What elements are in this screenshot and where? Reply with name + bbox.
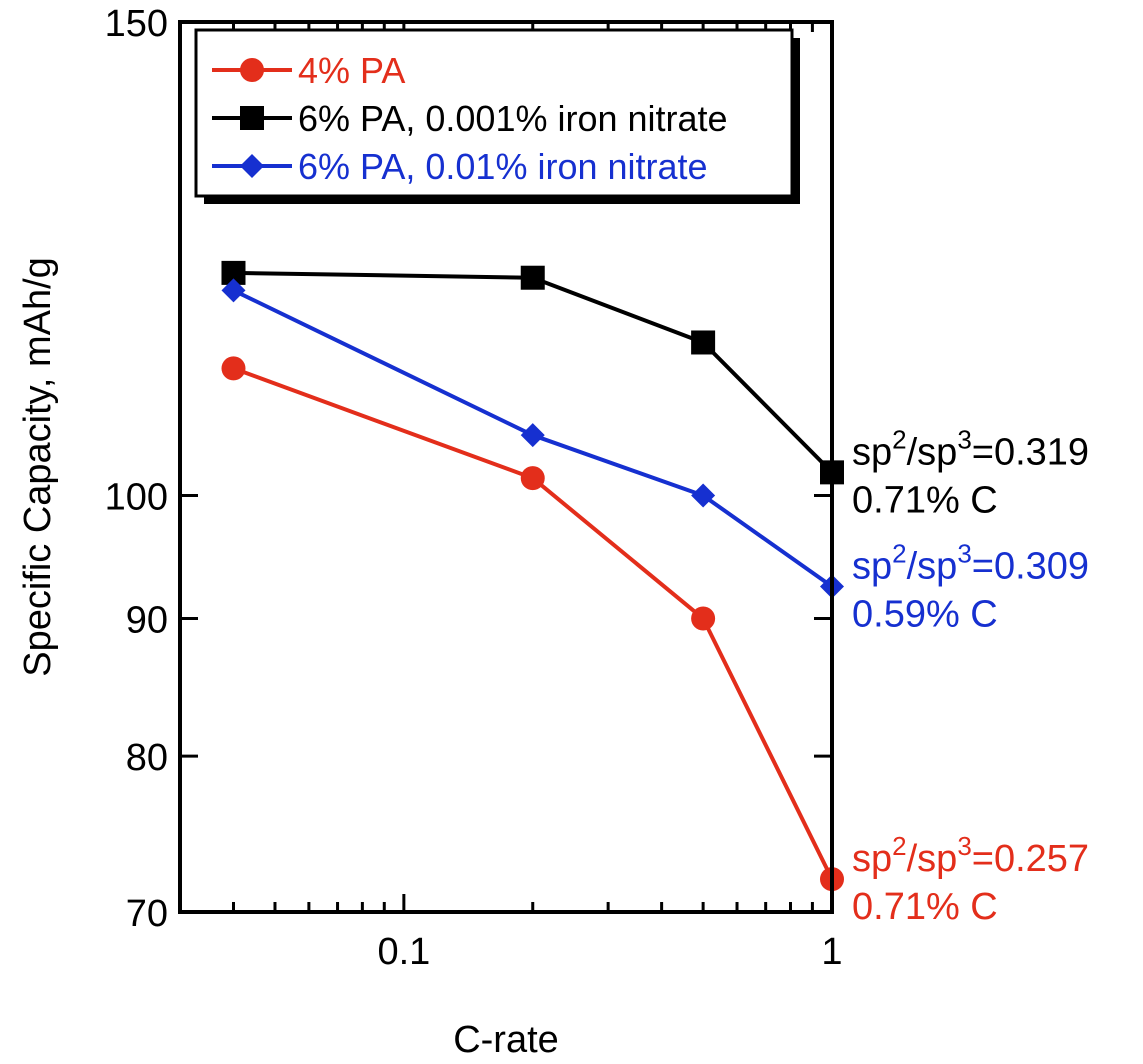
x-tick-label: 0.1 <box>377 931 430 973</box>
y-axis-label: Specific Capacity, mAh/g <box>17 257 59 677</box>
sp2-sp3-ratio-annotation: sp2/sp3=0.319 <box>852 424 1089 473</box>
y-tick-label: 150 <box>105 3 168 45</box>
carbon-content-annotation: 0.59% C <box>852 594 998 636</box>
superscript: 2 <box>892 831 906 861</box>
ratio-text: =0.309 <box>972 546 1089 588</box>
superscript: 2 <box>892 424 906 454</box>
superscript: 3 <box>957 831 971 861</box>
plot-frame <box>178 20 834 914</box>
data-point <box>691 606 716 631</box>
data-point <box>221 356 246 381</box>
ratio-text: /sp <box>907 431 958 473</box>
legend: 4% PA 6% PA, 0.001% iron nitrate 6% PA, 0.… <box>194 28 800 204</box>
y-tick-label: 90 <box>126 600 168 642</box>
data-point <box>520 423 545 448</box>
data-point <box>221 278 246 303</box>
y-tick-label: 70 <box>126 893 168 935</box>
legend-label: 4% PA <box>298 50 405 91</box>
carbon-content-annotation: 0.71% C <box>852 479 998 521</box>
data-point <box>520 466 545 491</box>
legend-marker <box>240 58 264 82</box>
sp2-sp3-ratio-annotation: sp2/sp3=0.257 <box>852 831 1089 880</box>
superscript: 3 <box>957 539 971 569</box>
x-axis-label: C-rate <box>453 1019 559 1061</box>
legend-box <box>194 28 794 198</box>
y-tick-label: 80 <box>126 737 168 779</box>
data-point <box>691 483 716 508</box>
ratio-text: sp <box>852 838 892 880</box>
series-2 <box>221 278 844 599</box>
ratio-text: =0.319 <box>972 431 1089 473</box>
x-tick-label: 1 <box>821 931 842 973</box>
data-point <box>691 330 716 355</box>
ratio-text: sp <box>852 431 892 473</box>
y-tick-label: 100 <box>105 476 168 518</box>
superscript: 3 <box>957 424 971 454</box>
data-point <box>520 265 545 290</box>
series-line <box>232 288 834 589</box>
superscript: 2 <box>892 539 906 569</box>
sp2-sp3-ratio-annotation: sp2/sp3=0.309 <box>852 539 1089 588</box>
series-1 <box>221 260 844 485</box>
ratio-text: /sp <box>907 838 958 880</box>
series-line <box>232 366 834 880</box>
legend-marker <box>240 154 264 178</box>
ratio-text: /sp <box>907 546 958 588</box>
series-0 <box>221 356 844 892</box>
ratio-text: =0.257 <box>972 838 1089 880</box>
legend-label: 6% PA, 0.01% iron nitrate <box>298 146 708 187</box>
carbon-content-annotation: 0.71% C <box>852 886 998 928</box>
legend-label: 6% PA, 0.001% iron nitrate <box>298 98 728 139</box>
series-line <box>233 270 834 474</box>
ratio-text: sp <box>852 546 892 588</box>
series-layer <box>221 260 844 892</box>
legend-marker <box>240 106 264 130</box>
